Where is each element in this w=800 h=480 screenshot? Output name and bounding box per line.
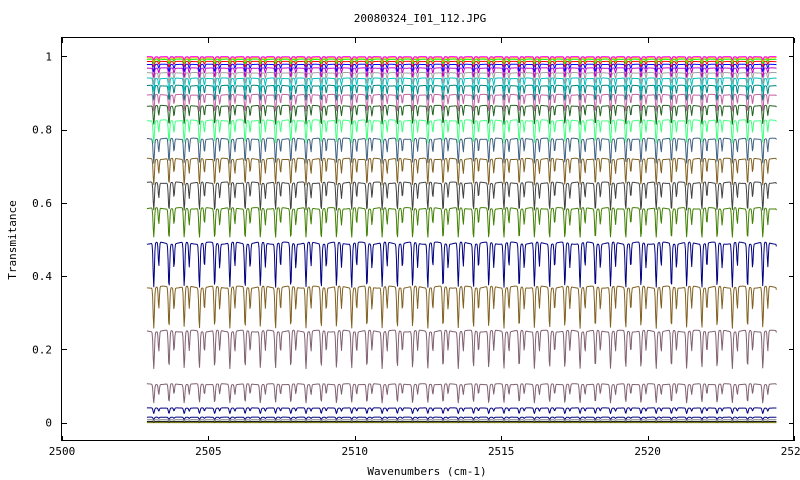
y-tick-label: 0.8 xyxy=(32,124,52,137)
x-tick-label: 2505 xyxy=(195,445,222,458)
y-axis: 0 0.2 0.4 0.6 0.8 1 xyxy=(32,50,794,430)
spectrum-series-line xyxy=(146,157,777,186)
spectrum-series-line xyxy=(146,63,777,73)
chart-title: 20080324_I01_112.JPG xyxy=(354,12,486,25)
spectrum-series-line xyxy=(146,419,777,422)
spectrum-series-line xyxy=(146,58,777,65)
spectrum-series-line xyxy=(146,207,777,238)
spectrum-series-line xyxy=(146,57,777,62)
spectrum-series-line xyxy=(146,181,777,211)
spectrum-series-line xyxy=(146,104,777,125)
y-tick-label: 0.6 xyxy=(32,197,52,210)
x-tick-label: 2510 xyxy=(342,445,369,458)
spectrum-series-line xyxy=(146,329,777,370)
x-axis-label: Wavenumbers (cm-1) xyxy=(367,465,486,478)
x-axis: 2500 2505 2510 2515 2520 2525 xyxy=(49,38,800,458)
x-tick-label: 2515 xyxy=(488,445,515,458)
x-tick-label: 2520 xyxy=(634,445,661,458)
spectrum-series-line xyxy=(146,77,777,92)
spectrum-series-line xyxy=(146,72,777,85)
y-tick-label: 1 xyxy=(45,50,52,63)
spectrum-series-line xyxy=(146,60,777,68)
spectrum-series-line xyxy=(146,241,777,288)
y-tick-label: 0.2 xyxy=(32,343,52,356)
series-layer xyxy=(146,56,777,424)
y-tick-label: 0 xyxy=(45,417,52,430)
spectrum-series-line xyxy=(146,285,777,329)
plot-frame xyxy=(61,37,794,441)
spectrum-series-line xyxy=(146,93,777,112)
x-tick-label: 2500 xyxy=(49,445,76,458)
spectrum-series-line xyxy=(146,119,777,144)
y-tick-label: 0.4 xyxy=(32,270,52,283)
spectrum-series-line xyxy=(146,84,777,101)
spectrum-series-line xyxy=(146,137,777,164)
spectrum-series-line xyxy=(146,416,777,420)
spectrum-series-line xyxy=(146,407,777,415)
x-tick-label: 2525 xyxy=(781,445,800,458)
spectrum-series-line xyxy=(146,56,777,61)
spectrum-series-line xyxy=(146,67,777,78)
y-axis-label: Transmitance xyxy=(6,200,19,279)
spectrum-series-line xyxy=(146,383,777,404)
